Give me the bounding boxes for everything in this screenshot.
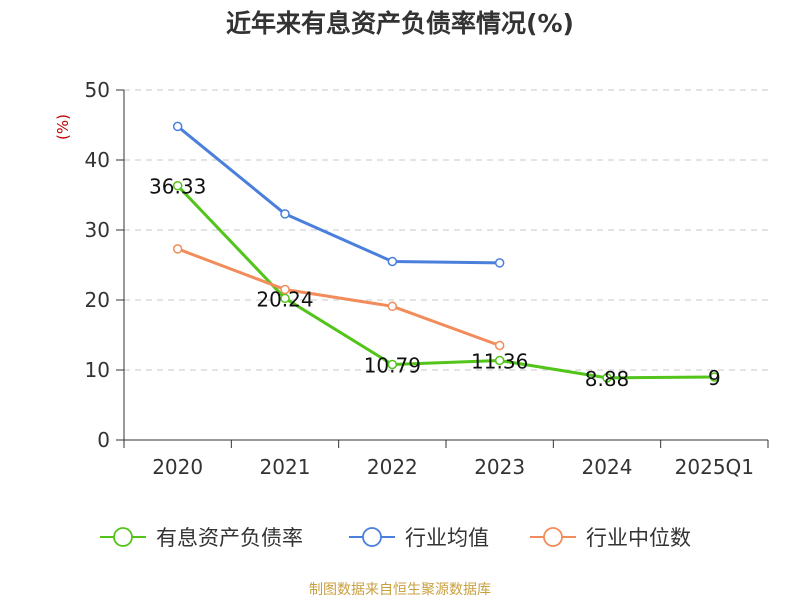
data-point bbox=[494, 355, 505, 366]
data-label: 11.36 bbox=[471, 349, 528, 373]
data-point bbox=[387, 301, 398, 312]
data-label: 10.79 bbox=[364, 353, 421, 377]
y-tick-label: 40 bbox=[85, 148, 110, 172]
legend-marker bbox=[362, 527, 382, 547]
legend-label: 行业均值 bbox=[405, 526, 489, 550]
x-tick-label: 2020 bbox=[152, 455, 203, 479]
x-tick-label: 2024 bbox=[582, 455, 633, 479]
data-point bbox=[172, 121, 183, 132]
data-label: 36.33 bbox=[149, 175, 206, 199]
series-line-1 bbox=[176, 125, 500, 265]
legend-label: 有息资产负债率 bbox=[156, 526, 303, 550]
series-line-2 bbox=[177, 247, 501, 347]
y-tick-label: 10 bbox=[85, 358, 110, 382]
chart-title: 近年来有息资产负债率情况(%) bbox=[226, 9, 574, 38]
y-axis-label: (%) bbox=[54, 114, 72, 140]
y-tick-label: 0 bbox=[97, 428, 110, 452]
data-point bbox=[172, 180, 183, 191]
data-point bbox=[709, 372, 720, 382]
y-tick-label: 50 bbox=[85, 78, 110, 102]
data-point bbox=[387, 256, 398, 267]
x-tick-label: 2025Q1 bbox=[675, 455, 754, 479]
x-tick-label: 2022 bbox=[367, 455, 418, 479]
data-point bbox=[494, 258, 505, 268]
data-point bbox=[494, 340, 505, 351]
data-point bbox=[280, 284, 290, 295]
y-tick-label: 20 bbox=[85, 288, 110, 312]
legend-marker bbox=[113, 527, 133, 547]
data-label: 9 bbox=[708, 366, 721, 390]
data-label: 20.24 bbox=[256, 287, 313, 311]
y-tick-label: 30 bbox=[85, 218, 110, 242]
x-tick-label: 2021 bbox=[260, 455, 311, 479]
data-point bbox=[280, 293, 290, 304]
x-tick-label: 2023 bbox=[474, 455, 525, 479]
series-line-0 bbox=[176, 184, 715, 380]
data-point bbox=[602, 373, 612, 383]
data-point bbox=[387, 359, 398, 370]
data-label: 8.88 bbox=[585, 367, 630, 391]
data-source-note: 制图数据来自恒生聚源数据库 bbox=[309, 582, 491, 598]
data-point bbox=[280, 209, 290, 219]
legend-label: 行业中位数 bbox=[586, 526, 691, 550]
data-point bbox=[172, 244, 183, 254]
legend-marker bbox=[543, 527, 563, 547]
